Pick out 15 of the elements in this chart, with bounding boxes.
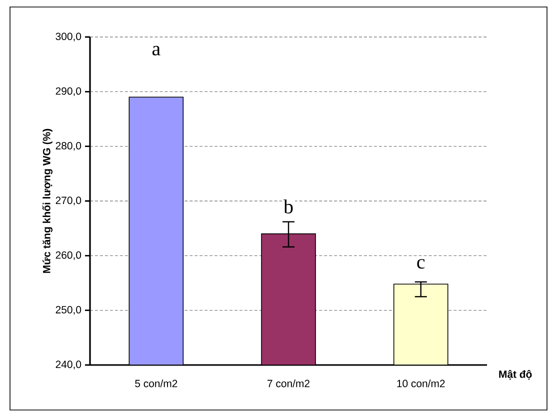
x-tick-label: 5 con/m2 (135, 380, 178, 388)
y-tick-label: 250,0 (56, 306, 82, 315)
y-tick-label: 290,0 (56, 87, 82, 96)
y-tick-label: 240,0 (56, 360, 82, 370)
x-tick-label: 10 con/m2 (397, 380, 445, 388)
y-axis-title: Mức tăng khối lượng WG (%) (42, 128, 52, 273)
y-tick-label: 270,0 (56, 196, 82, 206)
y-tick-label: 260,0 (56, 251, 82, 260)
annotation: b (284, 199, 293, 214)
x-axis-title: Mật độ (499, 370, 532, 380)
x-tick-label: 7 con/m2 (268, 380, 310, 388)
y-tick-label: 300,0 (56, 32, 82, 42)
annotation: c (417, 259, 425, 269)
annotation: a (152, 46, 160, 56)
y-tick-label: 280,0 (56, 142, 82, 151)
